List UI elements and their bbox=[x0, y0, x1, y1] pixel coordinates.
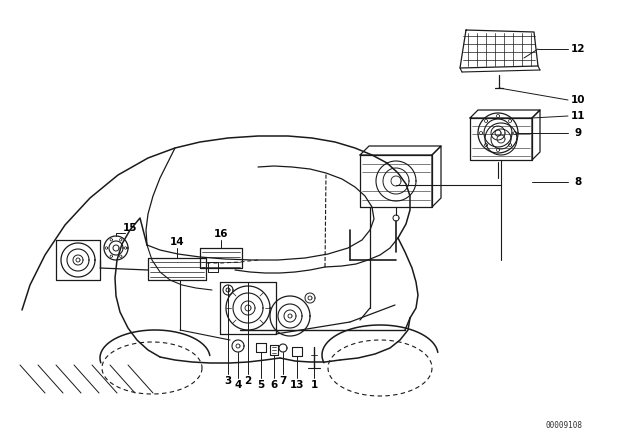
Text: 16: 16 bbox=[214, 229, 228, 239]
Text: 5: 5 bbox=[257, 380, 264, 390]
Text: 6: 6 bbox=[270, 380, 278, 390]
Text: 3: 3 bbox=[225, 376, 232, 386]
Text: 11: 11 bbox=[571, 111, 585, 121]
Text: 2: 2 bbox=[244, 376, 252, 386]
Text: 7: 7 bbox=[279, 376, 287, 386]
Text: 8: 8 bbox=[574, 177, 582, 187]
Text: 1: 1 bbox=[310, 380, 317, 390]
Text: 12: 12 bbox=[571, 44, 585, 54]
Text: 15: 15 bbox=[123, 223, 137, 233]
Text: 10: 10 bbox=[571, 95, 585, 105]
Text: 9: 9 bbox=[575, 128, 582, 138]
Text: 00009108: 00009108 bbox=[545, 421, 582, 430]
Text: 4: 4 bbox=[234, 380, 242, 390]
Text: 14: 14 bbox=[170, 237, 184, 247]
Polygon shape bbox=[478, 113, 518, 153]
Text: 13: 13 bbox=[290, 380, 304, 390]
